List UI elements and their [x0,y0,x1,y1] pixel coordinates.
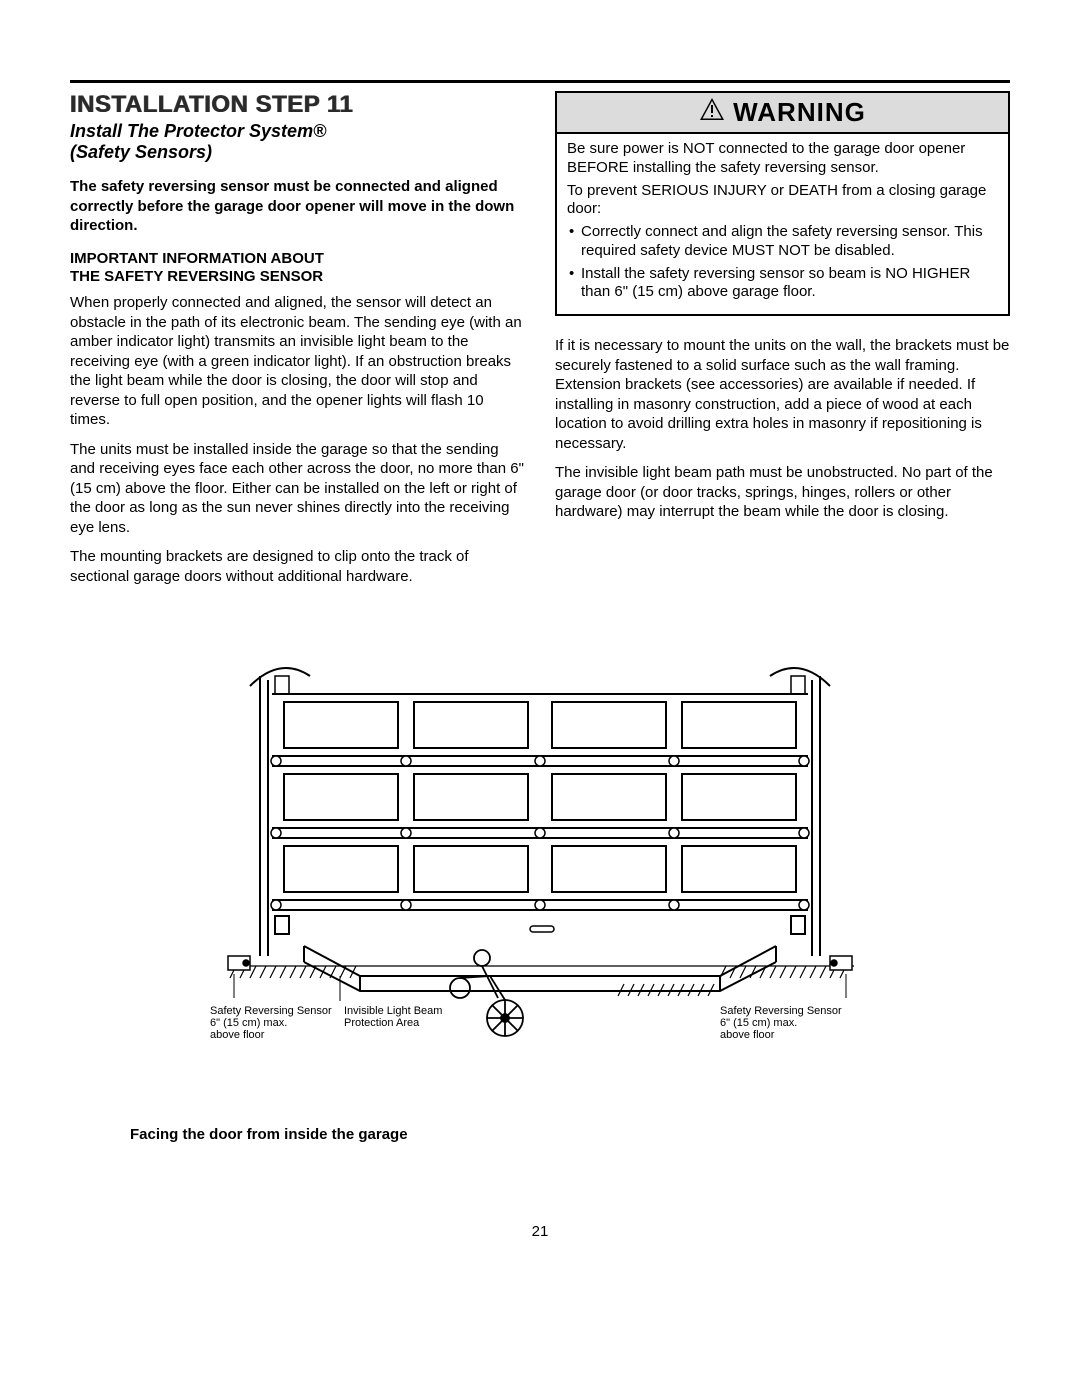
right-p2: The invisible light beam path must be un… [555,463,1010,522]
subtitle-line1: Install The Protector System® [70,121,326,141]
info-heading: IMPORTANT INFORMATION ABOUT THE SAFETY R… [70,250,525,288]
warn-p2: To prevent SERIOUS INJURY or DEATH from … [567,182,998,220]
warn-p1: Be sure power is NOT connected to the ga… [567,140,998,178]
warning-body: Be sure power is NOT connected to the ga… [557,134,1008,314]
page-number: 21 [70,1223,1010,1240]
warning-title-text: WARNING [733,97,866,128]
diag-label-mid-1: Invisible Light Beam [344,1005,442,1017]
diag-label-right-1: Safety Reversing Sensor [720,1005,842,1017]
bold-intro: The safety reversing sensor must be conn… [70,177,525,236]
warn-bullet-1: Correctly connect and align the safety r… [567,223,998,261]
info-heading-l1: IMPORTANT INFORMATION ABOUT [70,250,324,267]
left-p3: The mounting brackets are designed to cl… [70,547,525,586]
info-heading-l2: THE SAFETY REVERSING SENSOR [70,268,323,285]
step-heading: INSTALLATION STEP 11 [70,91,525,119]
diag-label-right-2: 6" (15 cm) max. [720,1017,797,1029]
diag-label-left-2: 6" (15 cm) max. [210,1017,287,1029]
left-p2: The units must be installed inside the g… [70,440,525,538]
diag-label-left-1: Safety Reversing Sensor [210,1005,332,1017]
right-p1: If it is necessary to mount the units on… [555,336,1010,453]
diagram: Safety Reversing Sensor 6" (15 cm) max. … [70,646,1010,1066]
warning-box: WARNING Be sure power is NOT connected t… [555,91,1010,316]
diag-label-left-3: above floor [210,1029,265,1041]
warning-title: WARNING [699,97,866,128]
left-column: INSTALLATION STEP 11 Install The Protect… [70,91,525,596]
subtitle: Install The Protector System® (Safety Se… [70,121,525,163]
left-p1: When properly connected and aligned, the… [70,293,525,430]
diagram-caption: Facing the door from inside the garage [130,1126,1010,1143]
warning-header: WARNING [557,93,1008,134]
diag-label-right-3: above floor [720,1029,775,1041]
warning-triangle-icon [699,97,725,128]
right-column: WARNING Be sure power is NOT connected t… [555,91,1010,596]
warn-list: Correctly connect and align the safety r… [567,223,998,302]
diag-label-mid-2: Protection Area [344,1017,420,1029]
warn-bullet-2: Install the safety reversing sensor so b… [567,265,998,303]
garage-door-diagram: Safety Reversing Sensor 6" (15 cm) max. … [160,646,920,1066]
subtitle-line2: (Safety Sensors) [70,142,212,162]
